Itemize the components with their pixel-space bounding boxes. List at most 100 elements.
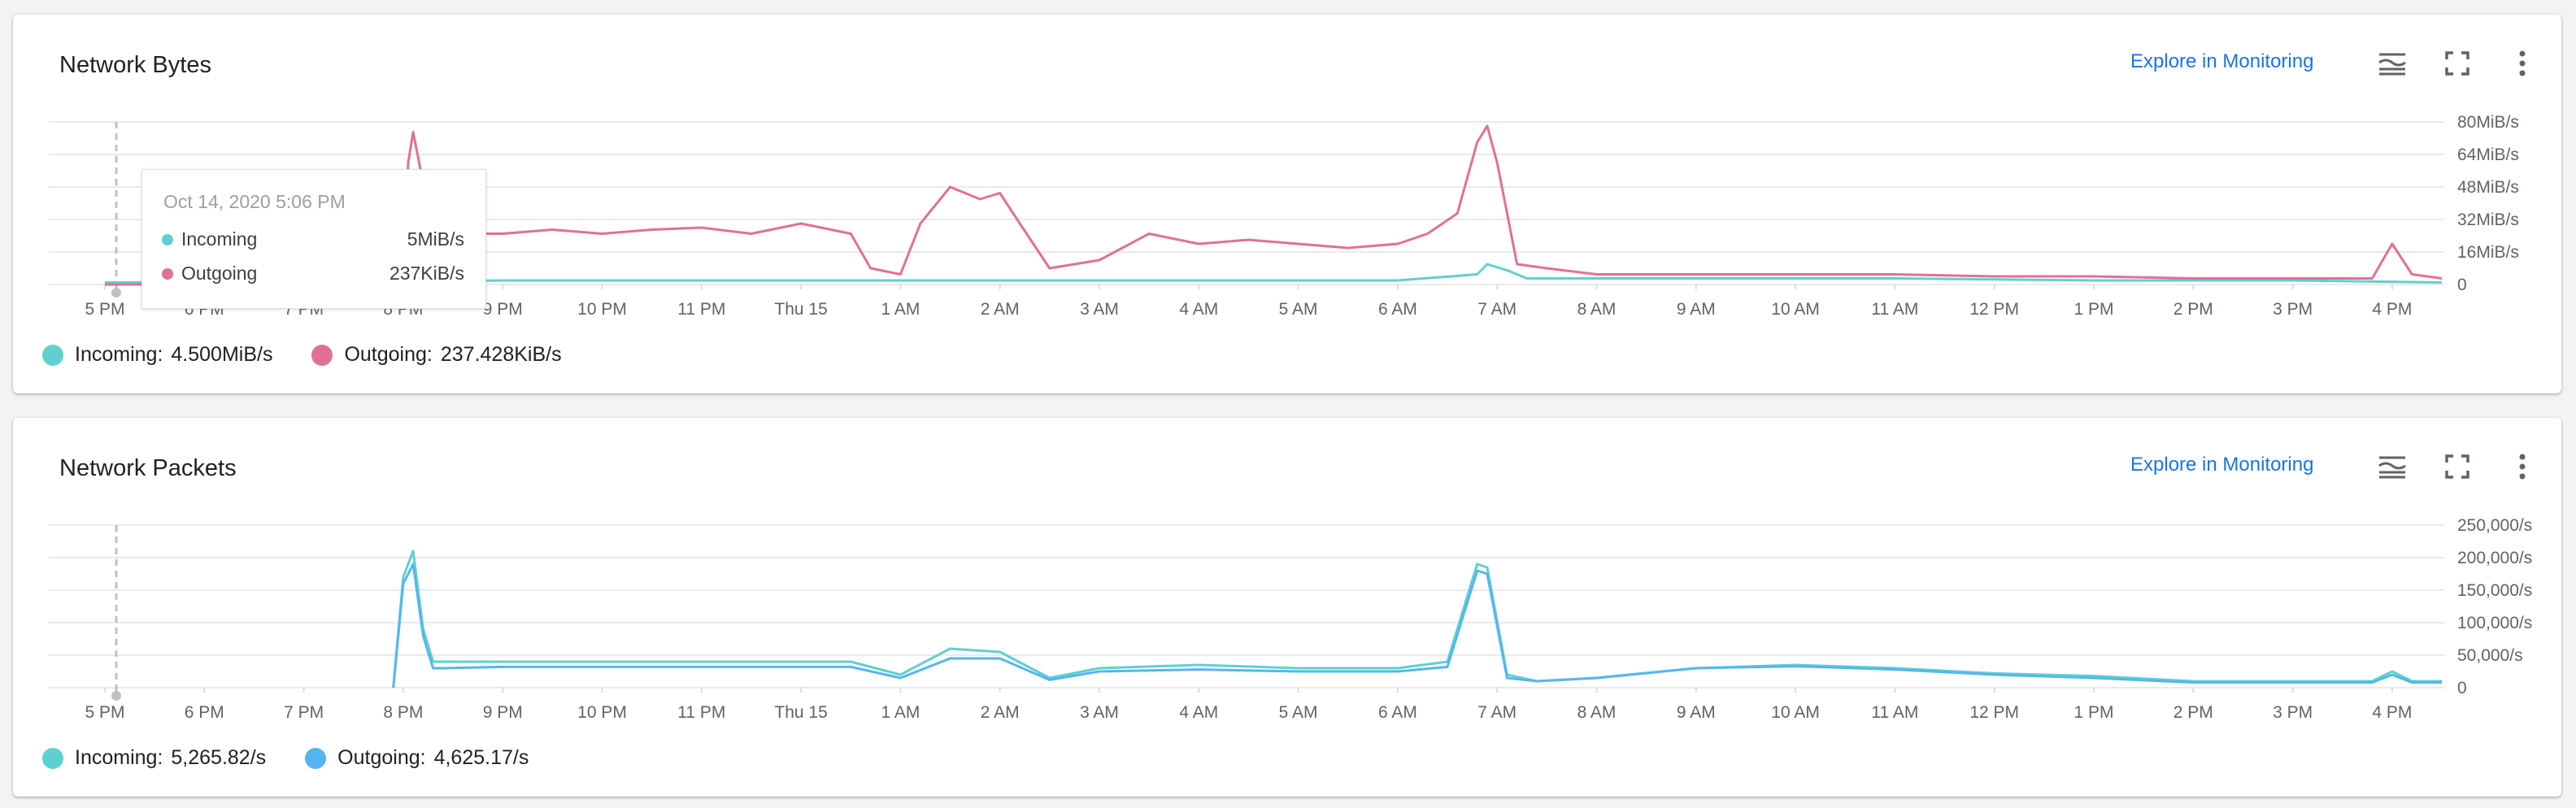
legend-label: Incoming: bbox=[75, 746, 163, 769]
more-vert-icon[interactable] bbox=[2504, 46, 2540, 81]
x-tick-label: 8 AM bbox=[1577, 300, 1617, 319]
tooltip-row-incoming: Incoming 5MiB/s bbox=[162, 228, 464, 250]
explore-in-monitoring-link[interactable]: Explore in Monitoring bbox=[2130, 50, 2314, 72]
y-tick-label: 0 bbox=[2457, 679, 2467, 697]
outgoing-swatch-icon bbox=[305, 747, 327, 769]
tooltip-series-name: Incoming bbox=[181, 228, 258, 250]
x-tick-label: 2 PM bbox=[2174, 703, 2213, 722]
legend-item-incoming[interactable]: Incoming: 4.500MiB/s bbox=[42, 343, 272, 367]
chart-legend: Incoming: 5,265.82/s Outgoing: 4,625.17/… bbox=[42, 746, 568, 770]
legend-toggle-icon[interactable] bbox=[2374, 46, 2410, 81]
legend-item-incoming[interactable]: Incoming: 5,265.82/s bbox=[42, 746, 266, 770]
x-tick-label: 6 AM bbox=[1378, 300, 1417, 319]
x-tick-label: 6 AM bbox=[1378, 703, 1417, 722]
y-tick-label: 0 bbox=[2457, 276, 2467, 294]
legend-label: Outgoing: bbox=[344, 343, 433, 366]
x-tick-label: 9 AM bbox=[1677, 703, 1716, 722]
y-tick-label: 50,000/s bbox=[2457, 646, 2523, 665]
y-tick-label: 32MiB/s bbox=[2457, 211, 2519, 229]
x-tick-label: 6 PM bbox=[185, 703, 224, 722]
x-tick-label: 1 PM bbox=[2073, 703, 2113, 722]
card-title: Network Packets bbox=[59, 455, 237, 481]
x-tick-label: 3 AM bbox=[1080, 300, 1119, 319]
hover-cursor-dot bbox=[111, 288, 121, 298]
hover-cursor-dot bbox=[111, 691, 121, 701]
x-tick-label: 3 PM bbox=[2273, 703, 2313, 722]
legend-value: 4,625.17/s bbox=[433, 746, 529, 769]
x-tick-label: 9 PM bbox=[483, 703, 523, 722]
x-tick-label: 8 AM bbox=[1577, 703, 1617, 722]
y-tick-label: 16MiB/s bbox=[2457, 243, 2519, 262]
x-tick-label: 7 AM bbox=[1477, 300, 1516, 319]
outgoing-dot-icon bbox=[162, 267, 173, 280]
x-tick-label: 9 PM bbox=[483, 300, 523, 319]
tooltip-row-outgoing: Outgoing 237KiB/s bbox=[162, 263, 464, 285]
fullscreen-icon[interactable] bbox=[2439, 449, 2475, 484]
tooltip-series-value: 237KiB/s bbox=[389, 263, 464, 284]
x-tick-label: 3 AM bbox=[1080, 703, 1119, 722]
x-tick-label: Thu 15 bbox=[774, 300, 827, 319]
x-tick-label: 11 PM bbox=[677, 703, 725, 722]
legend-item-outgoing[interactable]: Outgoing: 237.428KiB/s bbox=[311, 343, 562, 367]
incoming-swatch-icon bbox=[42, 344, 63, 366]
x-tick-label: 1 AM bbox=[881, 703, 920, 722]
x-tick-label: 5 AM bbox=[1279, 703, 1318, 722]
legend-value: 5,265.82/s bbox=[171, 746, 267, 769]
card-title: Network Bytes bbox=[59, 52, 211, 78]
x-tick-label: 1 AM bbox=[881, 300, 920, 319]
chart-tooltip: Oct 14, 2020 5:06 PM Incoming 5MiB/s Out… bbox=[141, 169, 486, 309]
series-line-outgoing[interactable] bbox=[392, 563, 2442, 689]
x-tick-label: 10 PM bbox=[577, 703, 627, 722]
x-tick-label: 11 PM bbox=[677, 300, 725, 319]
legend-item-outgoing[interactable]: Outgoing: 4,625.17/s bbox=[305, 746, 529, 770]
y-tick-label: 48MiB/s bbox=[2457, 178, 2519, 197]
x-tick-label: 10 AM bbox=[1771, 703, 1820, 722]
x-tick-label: 5 AM bbox=[1279, 300, 1318, 319]
explore-in-monitoring-link[interactable]: Explore in Monitoring bbox=[2130, 454, 2314, 476]
series-line-incoming[interactable] bbox=[392, 550, 2442, 689]
y-tick-label: 80MiB/s bbox=[2457, 113, 2519, 132]
x-tick-label: 12 PM bbox=[1969, 703, 2019, 722]
x-tick-label: 5 PM bbox=[85, 300, 124, 319]
legend-value: 4.500MiB/s bbox=[171, 343, 273, 366]
legend-toggle-icon[interactable] bbox=[2374, 449, 2410, 484]
x-tick-label: 10 AM bbox=[1771, 300, 1820, 319]
y-tick-label: 200,000/s bbox=[2457, 549, 2532, 567]
x-tick-label: 4 PM bbox=[2372, 703, 2412, 722]
x-tick-label: 11 AM bbox=[1871, 703, 1918, 722]
x-tick-label: 9 AM bbox=[1677, 300, 1716, 319]
network-packets-chart[interactable]: 0 50,000/s 100,000/s 150,000/s 200,000/s 250,… bbox=[13, 418, 2561, 743]
x-tick-label: 1 PM bbox=[2073, 300, 2113, 319]
x-tick-label: 2 PM bbox=[2174, 300, 2213, 319]
tooltip-series-value: 5MiB/s bbox=[407, 228, 464, 250]
x-tick-label: 7 AM bbox=[1477, 703, 1516, 722]
y-tick-label: 100,000/s bbox=[2457, 614, 2532, 632]
x-tick-label: 3 PM bbox=[2273, 300, 2313, 319]
fullscreen-icon[interactable] bbox=[2439, 46, 2475, 81]
network-bytes-card: Network Bytes Explore in Monitoring 0 16M… bbox=[13, 15, 2561, 393]
x-tick-label: 2 AM bbox=[981, 703, 1020, 722]
x-tick-label: 4 AM bbox=[1179, 300, 1218, 319]
legend-label: Incoming: bbox=[75, 343, 163, 366]
x-tick-label: 12 PM bbox=[1969, 300, 2019, 319]
y-tick-label: 150,000/s bbox=[2457, 581, 2532, 600]
outgoing-swatch-icon bbox=[311, 344, 333, 366]
x-tick-label: 7 PM bbox=[284, 703, 324, 722]
x-tick-label: 11 AM bbox=[1871, 300, 1918, 319]
x-tick-label: Thu 15 bbox=[774, 703, 827, 722]
chart-legend: Incoming: 4.500MiB/s Outgoing: 237.428Ki… bbox=[42, 343, 601, 367]
tooltip-title: Oct 14, 2020 5:06 PM bbox=[163, 191, 346, 212]
x-tick-label: 4 AM bbox=[1179, 703, 1218, 722]
incoming-swatch-icon bbox=[42, 747, 63, 769]
x-tick-label: 10 PM bbox=[577, 300, 627, 319]
network-packets-card: Network Packets Explore in Monitoring 0 5… bbox=[13, 418, 2561, 797]
y-tick-label: 64MiB/s bbox=[2457, 146, 2519, 164]
x-tick-label: 8 PM bbox=[383, 703, 423, 722]
x-tick-label: 2 AM bbox=[981, 300, 1020, 319]
legend-label: Outgoing: bbox=[337, 746, 426, 769]
more-vert-icon[interactable] bbox=[2504, 449, 2540, 484]
x-tick-label: 4 PM bbox=[2372, 300, 2412, 319]
x-tick-label: 5 PM bbox=[85, 703, 124, 722]
legend-value: 237.428KiB/s bbox=[440, 343, 562, 366]
incoming-dot-icon bbox=[162, 233, 173, 245]
